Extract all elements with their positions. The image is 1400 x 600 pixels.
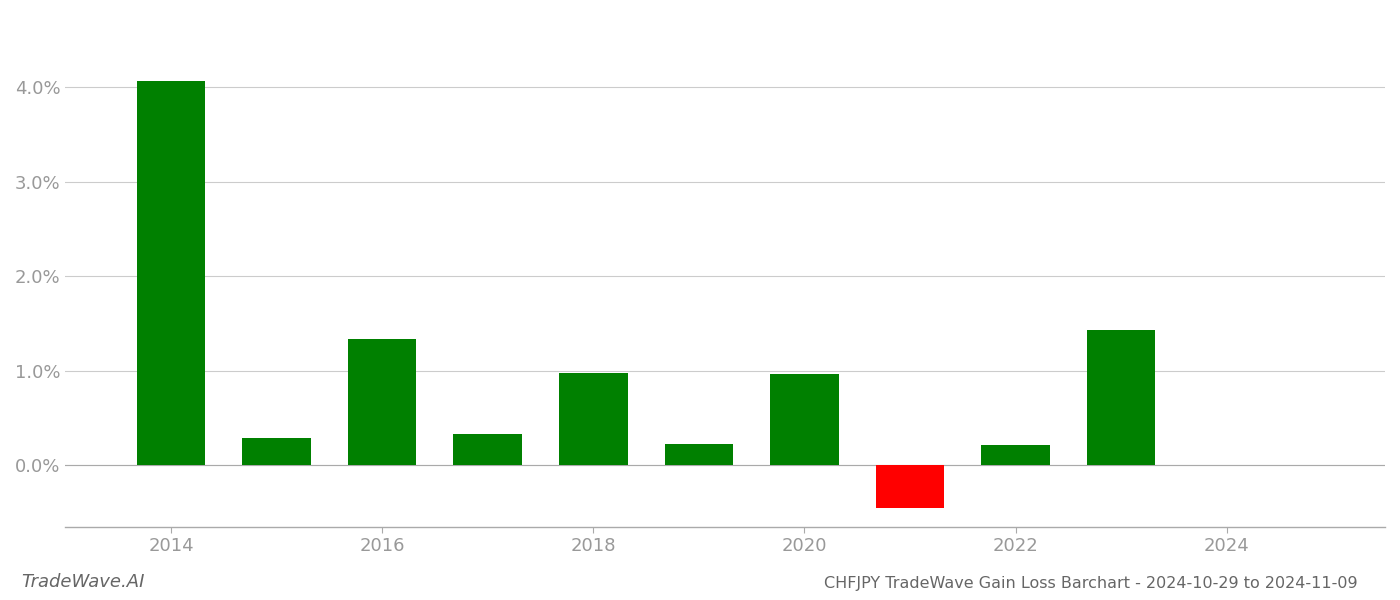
- Bar: [665, 445, 734, 465]
- Bar: [875, 465, 944, 508]
- Bar: [559, 373, 627, 465]
- Bar: [137, 80, 206, 465]
- Bar: [770, 374, 839, 465]
- Bar: [347, 340, 416, 465]
- Bar: [454, 434, 522, 465]
- Bar: [981, 445, 1050, 465]
- Bar: [242, 438, 311, 465]
- Bar: [1086, 330, 1155, 465]
- Text: CHFJPY TradeWave Gain Loss Barchart - 2024-10-29 to 2024-11-09: CHFJPY TradeWave Gain Loss Barchart - 20…: [825, 576, 1358, 591]
- Text: TradeWave.AI: TradeWave.AI: [21, 573, 144, 591]
